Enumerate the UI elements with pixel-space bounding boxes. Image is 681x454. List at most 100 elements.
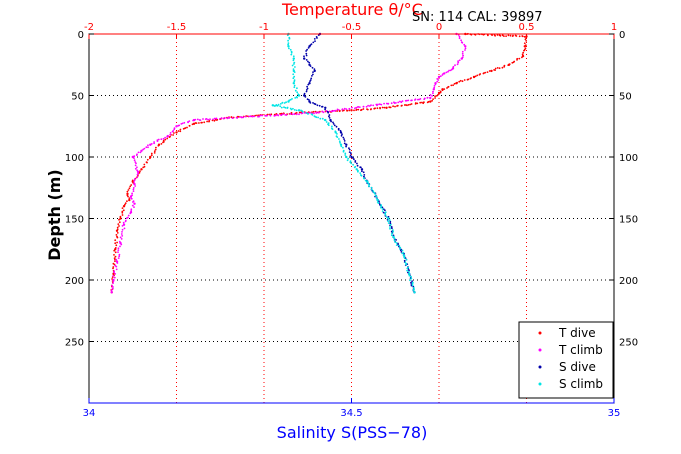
profile-dot [343,107,346,110]
profile-dot [309,80,311,82]
data-point [112,272,115,276]
data-point [350,109,353,112]
profile-dot [313,112,315,115]
bottom-tick-label: 35 [608,408,621,419]
profile-dot [293,63,295,65]
profile-dot [110,289,113,292]
profile-dot [111,284,113,287]
profile-dot [463,79,466,81]
data-point [122,223,126,226]
profile-dot [162,141,164,144]
profile-dot [441,89,444,92]
profile-dot [376,107,379,110]
profile-dot [308,61,311,64]
profile-dot [188,120,191,122]
profile-dot [118,225,120,227]
profile-dot [469,77,472,80]
profile-dot [273,115,276,117]
profile-dot [230,116,233,118]
profile-dot [446,87,448,89]
profile-dot [511,61,514,64]
profile-dot [336,133,338,135]
profile-dot [117,251,119,254]
profile-dot [335,125,338,128]
legend-label: T dive [558,326,596,340]
profile-dot [111,287,114,290]
profile-dot [408,269,410,272]
profile-dot [494,67,497,70]
y-tick-label-right: 50 [619,92,632,103]
profile-dot [450,84,453,87]
profile-dot [458,80,461,83]
profile-dot [162,137,165,140]
profile-dot [419,101,422,104]
profile-dot [231,117,234,119]
profile-dot [283,102,286,104]
profile-dot [280,114,282,116]
data-point [387,217,390,220]
profile-dot [113,271,115,274]
profile-dot [381,106,384,109]
profile-dot [361,170,363,173]
profile-dot [432,92,434,95]
profile-dot [423,98,426,101]
legend: T dive T climb S dive S climb [518,321,614,399]
profile-dot [139,151,142,154]
profile-dot [462,54,464,57]
profile-dot [521,56,523,59]
profile-dot [330,110,333,113]
profile-dot [394,241,397,244]
profile-dot [173,132,175,134]
profile-dot [322,111,325,114]
top-tick-label: -2 [84,22,94,33]
profile-dot [410,281,412,284]
profile-dot [312,71,314,73]
profile-dot [305,52,308,55]
data-point [413,291,416,294]
profile-dot [399,248,401,250]
profile-dot [131,192,134,195]
profile-dot [134,161,137,163]
y-tick-label-left: 200 [65,276,84,287]
profile-dot [220,117,223,119]
profile-dot [196,118,199,121]
data-point [408,272,411,276]
profile-dot [332,123,335,125]
profile-dot [112,267,114,270]
profile-dot [457,60,459,63]
profile-dot [157,144,160,147]
profile-dot [447,70,449,73]
profile-dot [410,277,413,280]
legend-label: S climb [559,377,603,391]
profile-dot [117,257,120,259]
profile-dot [292,107,294,110]
profile-dot [133,206,135,209]
profile-dot [117,247,120,250]
profile-dot [401,249,404,252]
profile-dot [179,130,182,133]
profile-dot [436,80,439,83]
profile-dot [313,68,316,70]
profile-dot [403,259,406,262]
profile-dot [352,163,354,166]
profile-dot [521,53,524,56]
profile-dot [449,69,452,72]
legend-marker [538,382,542,386]
profile-dot [294,97,297,99]
profile-dot [464,49,466,51]
profile-dot [318,104,321,107]
profile-dot [207,118,210,121]
profile-dot [274,104,277,107]
profile-dot [150,152,153,155]
profile-dot [118,221,121,224]
profile-dot [343,138,345,141]
profile-dot [291,64,294,67]
data-point [523,45,526,48]
profile-dot [445,71,448,74]
profile-dot [118,218,120,221]
top-tick-label: 1 [611,22,617,33]
profile-dot [383,106,386,109]
profile-dot [454,64,456,67]
profile-dot [503,35,505,37]
profile-dot [417,98,419,101]
